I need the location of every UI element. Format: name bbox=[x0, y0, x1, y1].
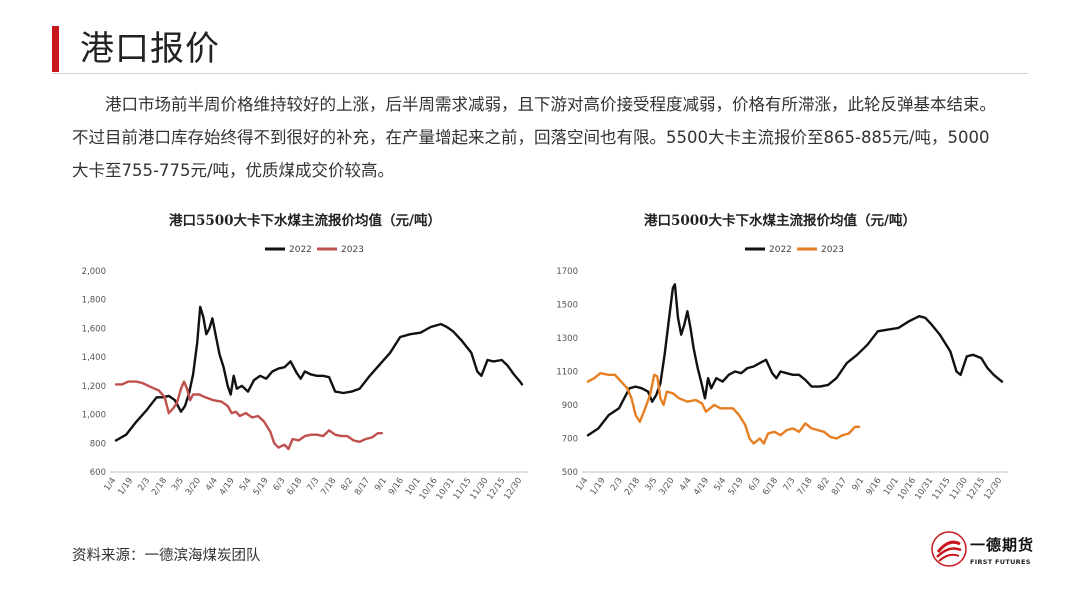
c5000-y-tick: 1500 bbox=[556, 301, 578, 311]
c5000-y-tick: 500 bbox=[562, 468, 578, 478]
c5000-x-tick: 6/3 bbox=[747, 476, 763, 493]
c5500-y-tick: 1,200 bbox=[82, 382, 106, 392]
c5500-legend-label-2022: 2022 bbox=[289, 245, 312, 255]
c5000-x-tick: 6/18 bbox=[761, 476, 780, 497]
c5500-x-tick: 6/18 bbox=[285, 476, 304, 497]
c5000-x-tick: 3/5 bbox=[643, 476, 659, 493]
c5500-y-tick: 600 bbox=[90, 468, 106, 478]
c5000-x-tick: 3/20 bbox=[658, 476, 677, 497]
c5500-y-tick: 1,000 bbox=[82, 411, 106, 421]
logo-mark-icon bbox=[931, 531, 967, 567]
c5500-x-tick: 12/30 bbox=[502, 476, 524, 502]
c5500-x-tick: 8/17 bbox=[353, 476, 372, 497]
c5500-x-tick: 2/18 bbox=[150, 476, 169, 497]
c5500-x-tick: 4/19 bbox=[218, 476, 237, 497]
c5500-y-tick: 2,000 bbox=[82, 267, 106, 277]
chart-5000: 港口5000大卡下水煤主流报价均值（元/吨） 2022 2023 500 700 900 1… bbox=[540, 205, 1020, 510]
c5000-legend-label-2023: 2023 bbox=[821, 245, 844, 255]
c5000-x-tick: 8/2 bbox=[816, 476, 832, 493]
c5500-legend-label-2023: 2023 bbox=[341, 245, 364, 255]
c5000-series-2023 bbox=[586, 372, 861, 445]
c5000-x-tick: 1/4 bbox=[574, 476, 590, 493]
c5000-title: 港口5000大卡下水煤主流报价均值（元/吨） bbox=[644, 212, 916, 229]
c5000-x-tick: 4/4 bbox=[678, 476, 694, 493]
c5000-x-tick: 12/30 bbox=[982, 476, 1004, 502]
c5500-y-tick: 1,800 bbox=[82, 296, 106, 306]
c5000-series-2022 bbox=[586, 283, 1004, 437]
c5500-title: 港口5500大卡下水煤主流报价均值（元/吨） bbox=[169, 212, 441, 229]
c5000-y-tick: 1700 bbox=[556, 267, 578, 277]
c5500-x-tick: 9/16 bbox=[387, 476, 406, 497]
c5000-y-tick: 1300 bbox=[556, 334, 578, 344]
c5000-x-tick: 8/17 bbox=[830, 476, 849, 497]
c5500-x-tick: 1/19 bbox=[116, 476, 135, 497]
c5000-legend-label-2022: 2022 bbox=[769, 245, 792, 255]
page-title: 港口报价 bbox=[80, 29, 220, 69]
c5000-x-tick: 9/1 bbox=[850, 476, 866, 493]
c5000-x-tick: 2/18 bbox=[623, 476, 642, 497]
c5500-x-tick: 7/18 bbox=[319, 476, 338, 497]
c5500-x-tick: 3/20 bbox=[184, 476, 203, 497]
title-divider bbox=[52, 73, 1028, 74]
c5000-x-tick: 2/3 bbox=[609, 476, 625, 493]
summary-paragraph: 港口市场前半周价格维持较好的上涨，后半周需求减弱，且下游对高价接受程度减弱，价格… bbox=[72, 95, 996, 180]
title-accent-bar bbox=[52, 26, 59, 72]
c5000-y-tick: 900 bbox=[562, 401, 578, 411]
c5500-y-tick: 1,600 bbox=[82, 324, 106, 334]
chart-5000-svg: 港口5000大卡下水煤主流报价均值（元/吨） 2022 2023 500 700 900 1… bbox=[556, 212, 1008, 502]
c5500-x-tick: 5/19 bbox=[252, 476, 271, 497]
chart-5500: 港口5500大卡下水煤主流报价均值（元/吨） 2022 2023 600 800 1,00… bbox=[70, 205, 540, 510]
c5000-x-tick: 7/3 bbox=[781, 476, 797, 493]
c5500-y-tick: 800 bbox=[90, 439, 106, 449]
c5000-y-tick: 1100 bbox=[556, 368, 578, 378]
logo-name-cn: 一德期货 bbox=[970, 536, 1035, 554]
c5000-x-tick: 5/19 bbox=[727, 476, 746, 497]
c5000-x-tick: 1/19 bbox=[589, 476, 608, 497]
c5500-series-2023 bbox=[114, 380, 384, 451]
c5500-y-tick: 1,400 bbox=[82, 353, 106, 363]
c5000-x-tick: 4/19 bbox=[692, 476, 711, 497]
company-logo: 一德期货 FIRST FUTURES bbox=[930, 528, 1040, 578]
c5000-x-tick: 7/18 bbox=[796, 476, 815, 497]
logo-name-en: FIRST FUTURES bbox=[970, 558, 1031, 566]
source-note: 资料来源：一德滨海煤炭团队 bbox=[72, 548, 261, 564]
c5000-x-tick: 9/16 bbox=[865, 476, 884, 497]
c5000-x-tick: 5/4 bbox=[712, 476, 728, 493]
chart-5500-svg: 港口5500大卡下水煤主流报价均值（元/吨） 2022 2023 600 800 1,00… bbox=[82, 212, 528, 502]
c5000-y-tick: 700 bbox=[562, 435, 578, 445]
c5500-series-2022 bbox=[114, 305, 524, 442]
